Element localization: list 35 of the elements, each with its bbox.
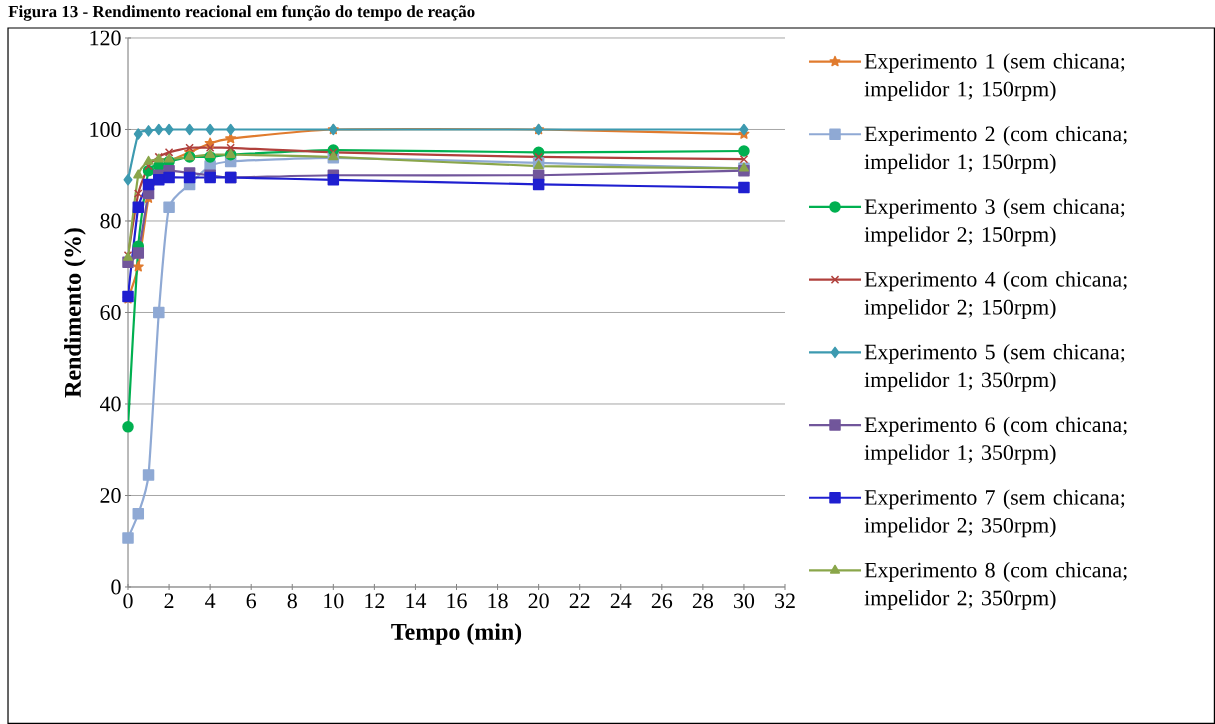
x-tick-label: 2	[164, 593, 174, 609]
y-tick-label: 60	[100, 305, 121, 320]
y-tick-label: 100	[90, 122, 121, 137]
x-tick-label: 24	[610, 593, 632, 609]
legend-label: Experimento 4 (com chicana; impelidor 2; 150rpm)	[864, 271, 1127, 320]
x-tick-label: 32	[775, 593, 795, 609]
legend-label: Experimento 3 (sem chicana; impelidor 2; 150rpm)	[864, 198, 1125, 247]
chart-title: Figura 13 - Rendimento reacional em função do tempo de reação	[8, 5, 475, 21]
y-tick-label: 40	[99, 396, 121, 412]
x-tick-label: 26	[651, 593, 673, 609]
legend-label: Experimento 1 (sem chicana; impelidor 1; 150rpm)	[864, 53, 1125, 101]
legend-label: Experimento 6 (com chicana; impelidor 1; 350rpm)	[864, 416, 1127, 465]
x-tick-label: 12	[365, 593, 385, 609]
y-tick-label: 80	[100, 213, 121, 229]
y-tick-label: 20	[100, 488, 121, 503]
legend-label: Experimento 8 (com chicana; impelidor 2; 350rpm)	[864, 562, 1127, 610]
y-axis-title: Rendimento (%)	[64, 228, 86, 398]
legend-label: Experimento 2 (com chicana; impelidor 1; 150rpm)	[864, 125, 1127, 174]
x-tick-label: 4	[205, 593, 216, 608]
legend-label: Experimento 7 (sem chicana; impelidor 2; 350rpm)	[864, 489, 1125, 538]
x-tick-label: 28	[692, 593, 714, 609]
x-tick-label: 22	[569, 593, 590, 609]
y-tick-label: 0	[111, 579, 121, 595]
x-tick-label: 18	[488, 593, 508, 609]
x-tick-label: 16	[447, 593, 467, 609]
x-tick-label: 20	[528, 593, 549, 609]
x-tick-label: 8	[287, 593, 297, 609]
y-tick-label: 120	[90, 30, 121, 46]
x-tick-label: 30	[734, 593, 755, 609]
legend-label: Experimento 5 (sem chicana; impelidor 1; 350rpm)	[864, 343, 1125, 392]
x-tick-label: 10	[324, 593, 344, 609]
x-tick-label: 0	[123, 593, 133, 609]
x-tick-label: 6	[246, 593, 257, 609]
x-tick-label: 14	[406, 593, 427, 608]
x-axis-title: Tempo (min)	[391, 623, 522, 645]
